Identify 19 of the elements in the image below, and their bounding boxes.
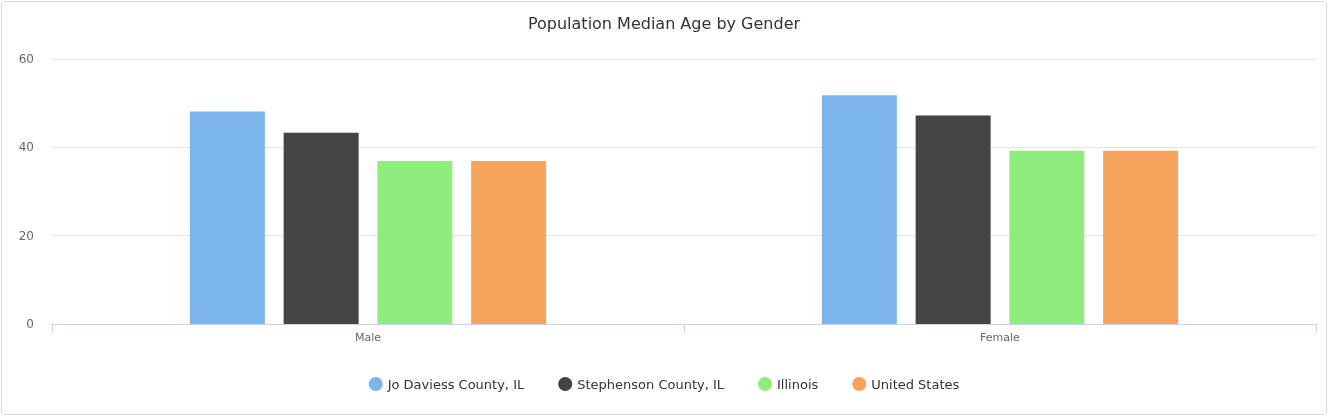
- bar: [821, 95, 897, 324]
- bar: [189, 111, 265, 324]
- legend-label: Illinois: [777, 376, 819, 392]
- bar: [915, 115, 991, 324]
- bar: [377, 161, 453, 324]
- x-tick-label: Female: [980, 331, 1021, 344]
- y-tick-label: 60: [18, 52, 34, 66]
- bar: [1009, 150, 1085, 324]
- x-tick-label: Male: [354, 331, 382, 344]
- y-tick-label: 40: [18, 140, 34, 155]
- bar: [283, 132, 359, 324]
- legend-label: Jo Daviess County, IL: [386, 376, 525, 392]
- bar: [1103, 150, 1179, 324]
- legend-label: United States: [871, 376, 960, 392]
- legend-label: Stephenson County, IL: [577, 376, 725, 392]
- chart-title: Population Median Age by Gender: [527, 13, 801, 33]
- y-tick-label: 20: [18, 228, 34, 243]
- y-tick-label: 0: [26, 317, 34, 331]
- bar: [471, 161, 547, 324]
